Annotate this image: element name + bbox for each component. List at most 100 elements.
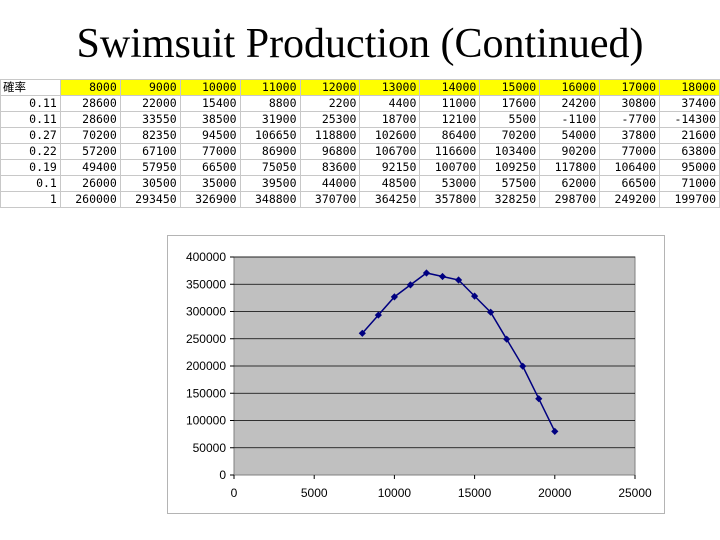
probability-header-cell: 確率 — [0, 79, 61, 96]
value-cell: 75050 — [239, 159, 301, 176]
x-tick-label: 10000 — [378, 486, 412, 500]
value-cell: 28600 — [59, 111, 121, 128]
value-cell: 82350 — [119, 127, 181, 144]
value-cell: 199700 — [659, 191, 720, 208]
value-cell: 100700 — [419, 159, 481, 176]
value-cell: 54000 — [539, 127, 601, 144]
value-cell: 33550 — [119, 111, 181, 128]
slide-title: Swimsuit Production (Continued) — [76, 21, 644, 67]
table-row: 0.22 57200 67100 77000 86900 96800 106700 11660… — [0, 143, 720, 160]
value-cell: 15400 — [179, 95, 241, 112]
value-cell: 2200 — [299, 95, 361, 112]
value-cell: 22000 — [119, 95, 181, 112]
value-cell: 4400 — [359, 95, 421, 112]
quantity-header-cell: 8000 — [59, 79, 121, 96]
value-cell: 38500 — [179, 111, 241, 128]
value-cell: -14300 — [659, 111, 720, 128]
table-row: 0.19 49400 57950 66500 75050 83600 92150 100700… — [0, 159, 720, 176]
y-tick-label: 400000 — [186, 250, 226, 264]
value-cell: 364250 — [359, 191, 421, 208]
production-table: 確率 8000 9000 10000 11000 12000 13000 14000 15000… — [0, 79, 720, 208]
value-cell: 66500 — [179, 159, 241, 176]
value-cell: 86400 — [419, 127, 481, 144]
probability-cell: 0.19 — [0, 159, 61, 176]
x-tick-label: 15000 — [458, 486, 492, 500]
quantity-header-cell: 10000 — [179, 79, 241, 96]
value-cell: 17600 — [479, 95, 541, 112]
value-cell: 70200 — [59, 127, 121, 144]
y-tick-label: 0 — [219, 468, 226, 482]
data-point — [519, 362, 527, 370]
probability-cell: 0.22 — [0, 143, 61, 160]
table-row: 0.1 26000 30500 35000 39500 44000 48500 53000 57… — [0, 175, 720, 192]
value-cell: 28600 — [59, 95, 121, 112]
value-cell: 21600 — [659, 127, 720, 144]
value-cell: 62000 — [539, 175, 601, 192]
table-row: 0.11 28600 33550 38500 31900 25300 18700 12100 5… — [0, 111, 720, 128]
value-cell: 298700 — [539, 191, 601, 208]
value-cell: 30800 — [599, 95, 661, 112]
value-cell: 66500 — [599, 175, 661, 192]
value-cell: 106700 — [359, 143, 421, 160]
table-row: 0.27 70200 82350 94500 106650 118800 102600 864… — [0, 127, 720, 144]
value-cell: 35000 — [179, 175, 241, 192]
value-cell: 53000 — [419, 175, 481, 192]
data-point — [358, 329, 366, 337]
value-cell: 118800 — [299, 127, 361, 144]
y-tick-label: 250000 — [186, 332, 226, 346]
x-tick-label: 20000 — [538, 486, 572, 500]
quantity-header-cell: 11000 — [239, 79, 301, 96]
quantity-header-cell: 18000 — [659, 79, 720, 96]
data-point — [535, 395, 543, 403]
value-cell: 95000 — [659, 159, 720, 176]
value-cell: 96800 — [299, 143, 361, 160]
value-cell: 109250 — [479, 159, 541, 176]
value-cell: 92150 — [359, 159, 421, 176]
value-cell: 70200 — [479, 127, 541, 144]
value-cell: 18700 — [359, 111, 421, 128]
value-cell: 37400 — [659, 95, 720, 112]
probability-cell: 0.27 — [0, 127, 61, 144]
value-cell: 57950 — [119, 159, 181, 176]
data-point — [471, 292, 479, 300]
value-cell: -1100 — [539, 111, 601, 128]
x-tick-label: 25000 — [618, 486, 652, 500]
value-cell: 11000 — [419, 95, 481, 112]
table-header-row: 確率 8000 9000 10000 11000 12000 13000 14000 15000… — [0, 79, 720, 96]
value-cell: 49400 — [59, 159, 121, 176]
value-cell: 31900 — [239, 111, 301, 128]
table-row: 1 260000 293450 326900 348800 370700 364250 357… — [0, 191, 720, 208]
value-cell: -7700 — [599, 111, 661, 128]
value-cell: 249200 — [599, 191, 661, 208]
value-cell: 117800 — [539, 159, 601, 176]
data-point — [487, 308, 495, 316]
value-cell: 5500 — [479, 111, 541, 128]
quantity-header-cell: 12000 — [299, 79, 361, 96]
chart-frame: 0 50000 100000 150000 200000 250000 300000 3500… — [167, 235, 665, 514]
probability-cell: 1 — [0, 191, 61, 208]
value-cell: 24200 — [539, 95, 601, 112]
value-cell: 370700 — [299, 191, 361, 208]
probability-cell: 0.1 — [0, 175, 61, 192]
value-cell: 26000 — [59, 175, 121, 192]
value-cell: 77000 — [179, 143, 241, 160]
quantity-header-cell: 14000 — [419, 79, 481, 96]
value-cell: 106400 — [599, 159, 661, 176]
value-cell: 48500 — [359, 175, 421, 192]
y-tick-label: 300000 — [186, 305, 226, 319]
y-tick-label: 200000 — [186, 359, 226, 373]
quantity-header-cell: 17000 — [599, 79, 661, 96]
value-cell: 71000 — [659, 175, 720, 192]
y-tick-label: 150000 — [186, 386, 226, 400]
value-cell: 77000 — [599, 143, 661, 160]
value-cell: 57500 — [479, 175, 541, 192]
value-cell: 90200 — [539, 143, 601, 160]
y-tick-label: 50000 — [193, 441, 227, 455]
value-cell: 357800 — [419, 191, 481, 208]
value-cell: 8800 — [239, 95, 301, 112]
quantity-header-cell: 9000 — [119, 79, 181, 96]
probability-cell: 0.11 — [0, 111, 61, 128]
line-chart: 0500001000001500002000002500003000003500… — [186, 250, 652, 500]
value-cell: 37800 — [599, 127, 661, 144]
value-cell: 67100 — [119, 143, 181, 160]
